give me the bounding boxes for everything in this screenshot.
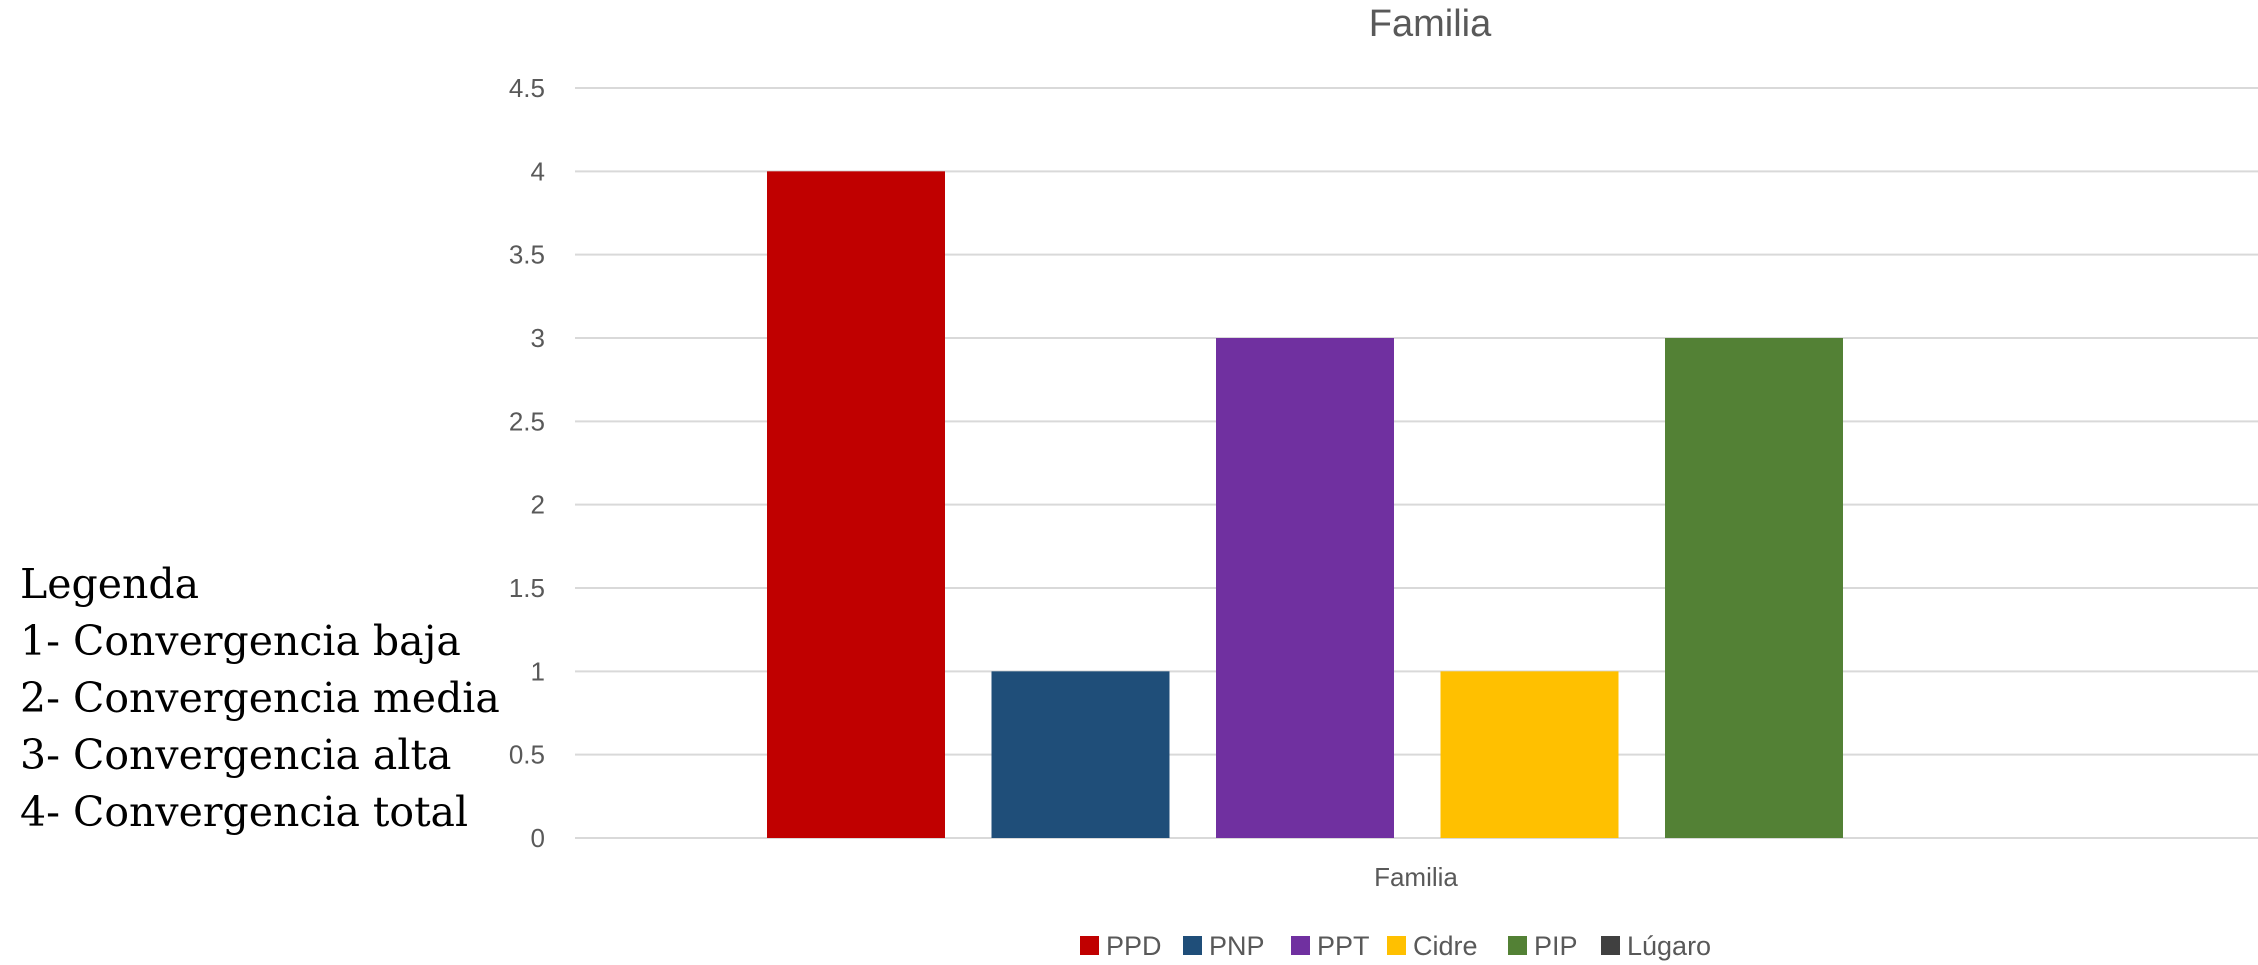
y-tick-label: 1.5 xyxy=(509,573,545,603)
legend-label: PNP xyxy=(1209,931,1265,961)
legend-swatch xyxy=(1291,936,1310,955)
convergence-legend-item: 2- Convergencia media xyxy=(20,674,500,722)
y-axis-tick-labels: 0 0.5 1 1.5 2 2.5 3 3.5 4 4.5 xyxy=(509,73,545,853)
y-tick-label: 0 xyxy=(531,823,545,853)
legend-label: PPT xyxy=(1317,931,1370,961)
y-tick-label: 2.5 xyxy=(509,406,545,436)
convergence-legend-item: 4- Convergencia total xyxy=(20,788,469,836)
legend-swatch xyxy=(1080,936,1099,955)
convergence-legend-title: Legenda xyxy=(20,560,200,608)
chart-title: Familia xyxy=(1369,3,1492,45)
y-tick-label: 0.5 xyxy=(509,740,545,770)
y-tick-label: 2 xyxy=(531,490,545,520)
y-tick-label: 1 xyxy=(531,656,545,686)
legend-swatch xyxy=(1601,936,1620,955)
bar-cidre xyxy=(1440,671,1619,838)
bar-pnp xyxy=(991,671,1170,838)
x-axis-category-labels: Familia xyxy=(1374,862,1458,892)
bar-series xyxy=(767,171,1843,839)
legend-swatch xyxy=(1387,936,1406,955)
legend-swatch xyxy=(1183,936,1202,955)
bar-ppt xyxy=(1216,338,1394,838)
y-tick-label: 3 xyxy=(531,323,545,353)
legend-label: Lúgaro xyxy=(1627,931,1711,961)
legend-label: Cidre xyxy=(1413,931,1478,961)
legend-label: PIP xyxy=(1534,931,1578,961)
convergence-legend-item: 3- Convergencia alta xyxy=(20,731,452,779)
x-category-label: Familia xyxy=(1374,862,1458,892)
y-tick-label: 4 xyxy=(531,156,545,186)
bar-pip xyxy=(1665,338,1843,838)
convergence-legend-item: 1- Convergencia baja xyxy=(20,617,461,665)
legend-label: PPD xyxy=(1106,931,1162,961)
bar-ppd xyxy=(767,171,945,839)
y-tick-label: 3.5 xyxy=(509,240,545,270)
y-tick-label: 4.5 xyxy=(509,73,545,103)
convergence-legend: Legenda 1- Convergencia baja 2- Converge… xyxy=(20,556,500,841)
chart-legend: PPD PNP PPT Cidre PIP Lúgaro xyxy=(1080,931,1711,961)
legend-swatch xyxy=(1508,936,1527,955)
